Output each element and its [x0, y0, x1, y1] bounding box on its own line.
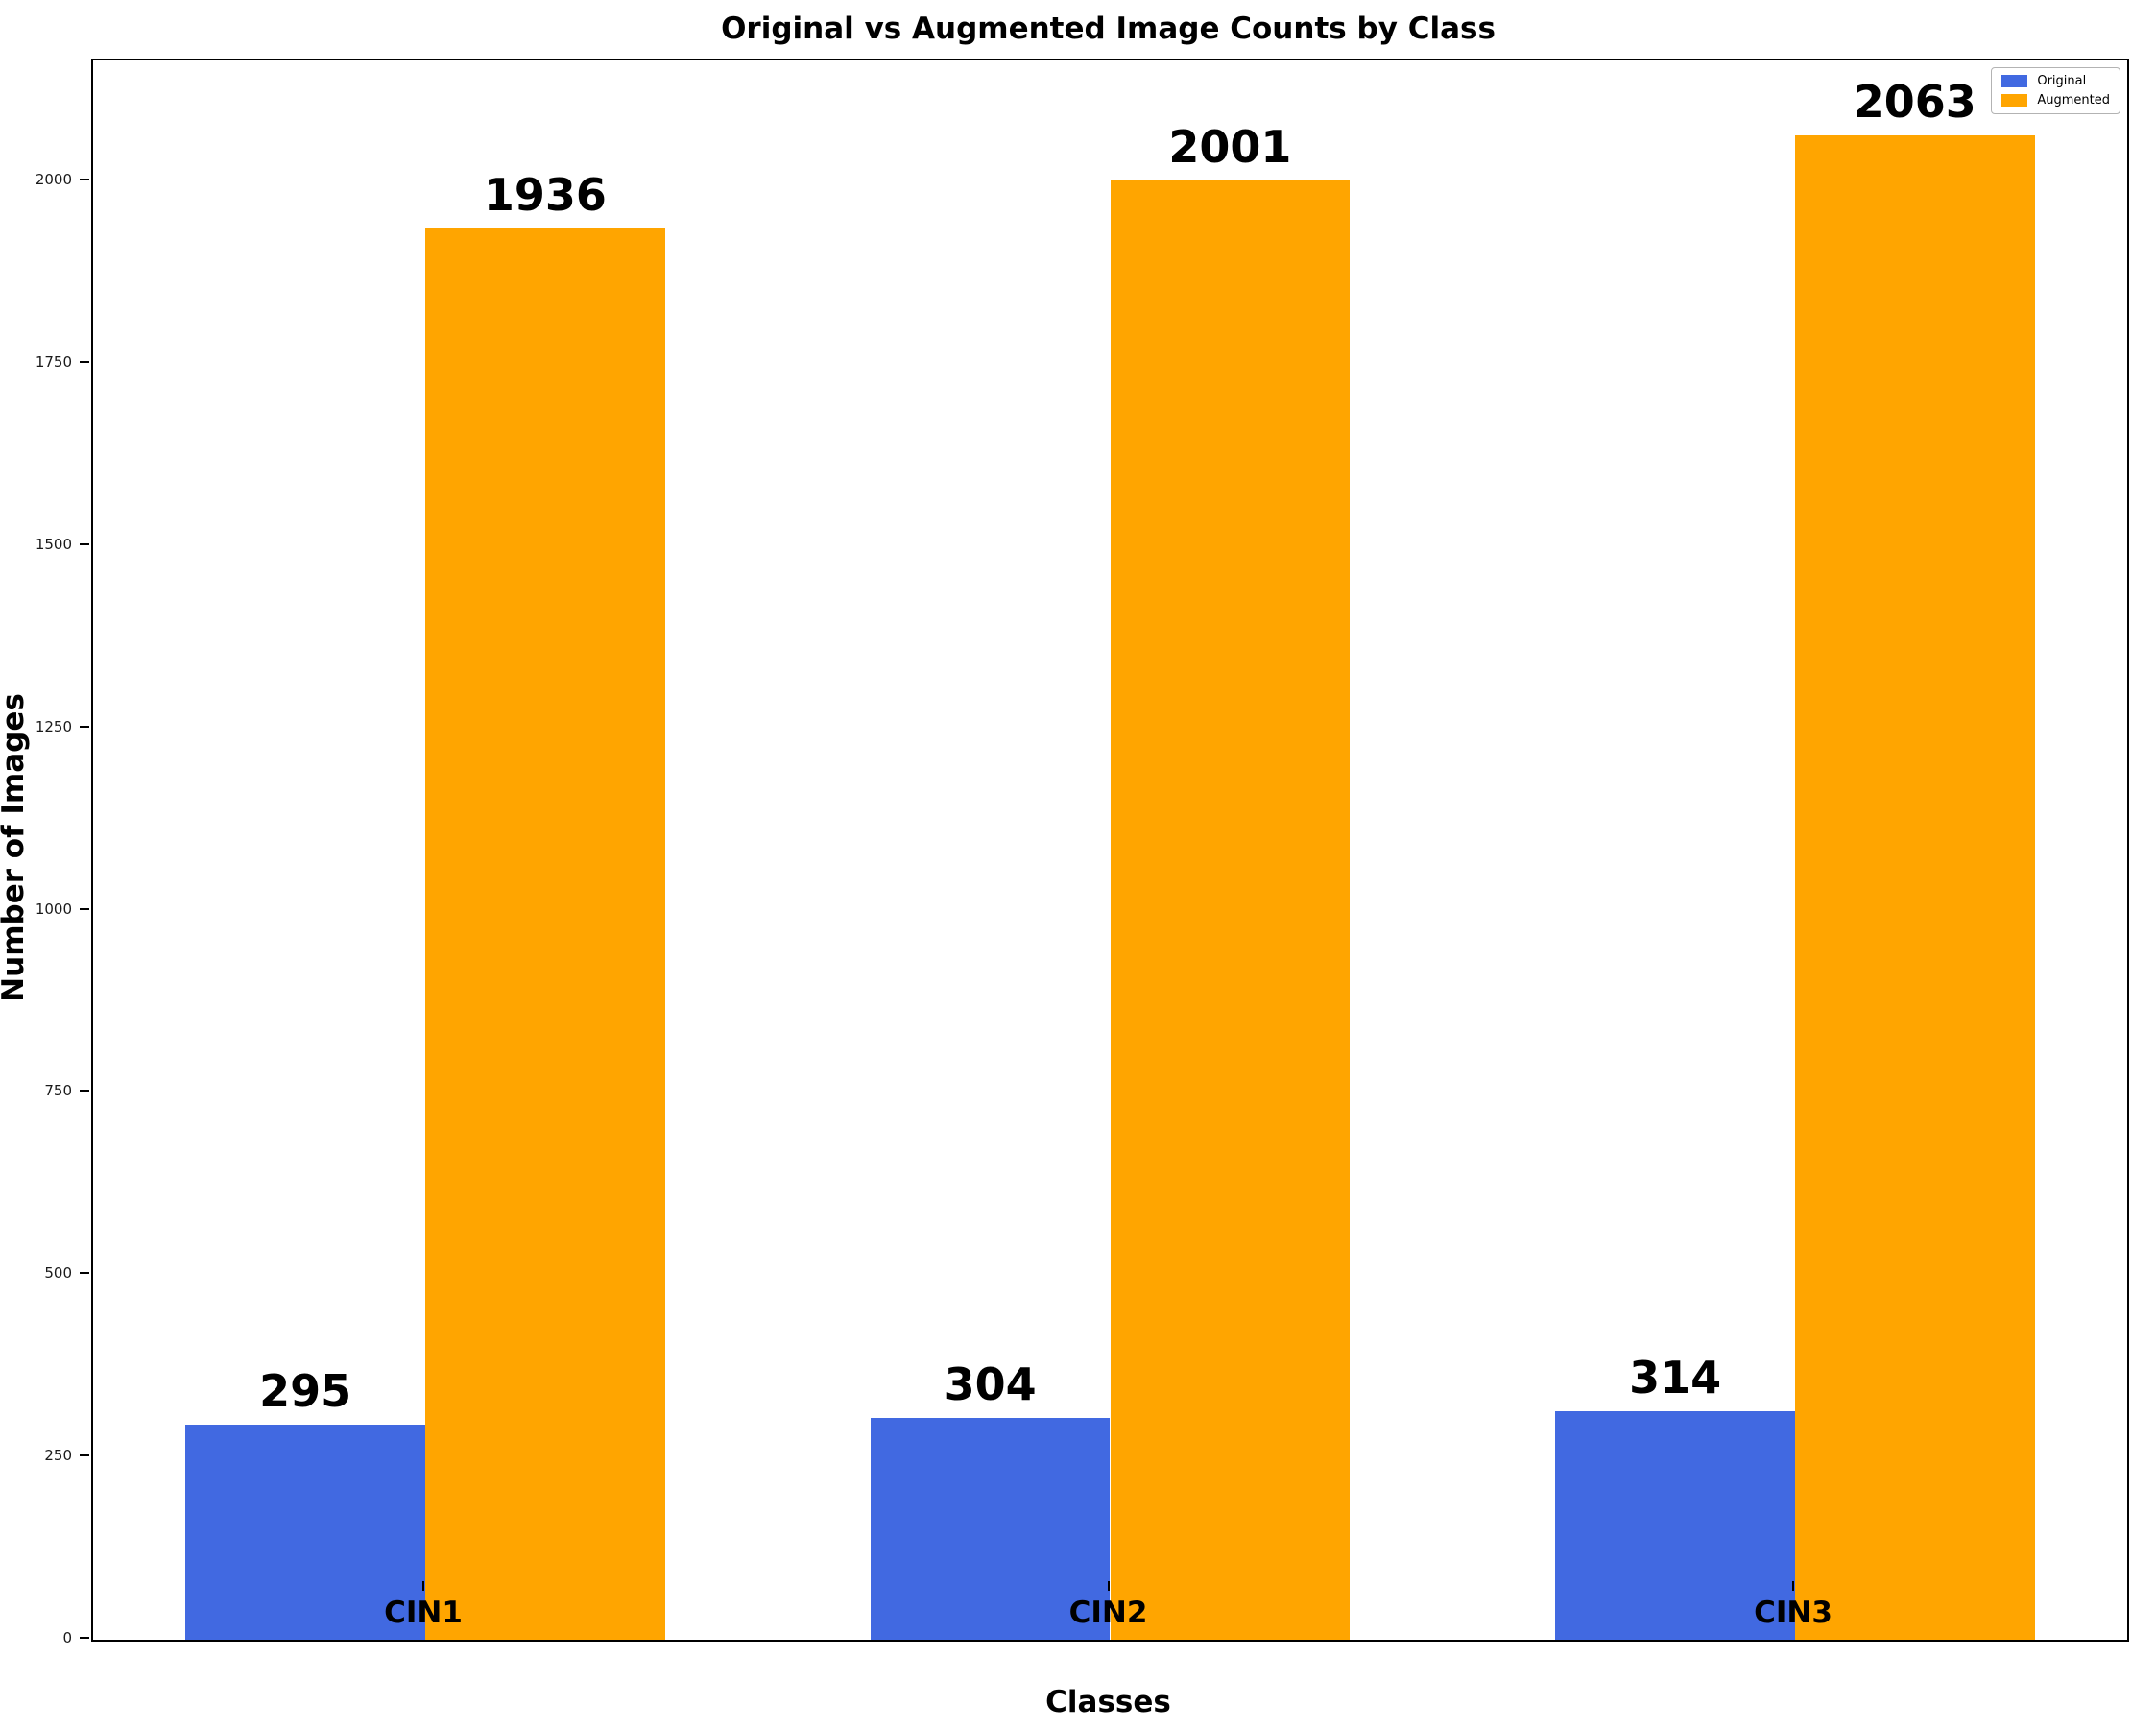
- y-tick-label-1250: 1250: [35, 717, 72, 735]
- x-tick-label-cin1: CIN1: [384, 1596, 463, 1630]
- y-tick-mark-500: [80, 1272, 89, 1275]
- y-tick-mark-750: [80, 1090, 89, 1093]
- bar-original-cin3: [1555, 1410, 1795, 1640]
- legend-swatch-augmented-icon: [2001, 94, 2028, 107]
- value-label-augmented-cin3: 2063: [1853, 76, 1976, 129]
- value-label-augmented-cin2: 2001: [1168, 121, 1292, 174]
- y-tick-mark-1250: [80, 725, 89, 728]
- bar-augmented-cin2: [1110, 180, 1351, 1640]
- plot-area: 295 304 314 1936 2001 2063 Original Augmented: [91, 59, 2129, 1642]
- y-tick-label-0: 0: [62, 1629, 72, 1646]
- x-tick-label-cin3: CIN3: [1754, 1596, 1833, 1630]
- value-label-original-cin2: 304: [944, 1358, 1037, 1411]
- y-tick-label-2000: 2000: [35, 171, 72, 189]
- legend: Original Augmented: [1991, 67, 2120, 114]
- y-tick-mark-1000: [80, 907, 89, 910]
- y-axis-label: Number of Images: [0, 693, 31, 1002]
- y-tick-mark-250: [80, 1454, 89, 1457]
- legend-entry-augmented: Augmented: [2001, 94, 2110, 107]
- x-tick-mark-cin1: [422, 1581, 424, 1591]
- legend-entry-original: Original: [2001, 75, 2110, 87]
- legend-swatch-original-icon: [2001, 75, 2028, 87]
- value-label-original-cin1: 295: [259, 1365, 352, 1417]
- bar-original-cin2: [870, 1418, 1111, 1640]
- y-tick-label-500: 500: [44, 1264, 72, 1283]
- bar-augmented-cin1: [425, 228, 665, 1640]
- value-label-augmented-cin1: 1936: [483, 168, 607, 221]
- y-tick-mark-2000: [80, 179, 89, 181]
- y-tick-label-250: 250: [44, 1447, 72, 1465]
- y-tick-label-750: 750: [44, 1082, 72, 1100]
- y-tick-mark-1750: [80, 360, 89, 363]
- x-tick-mark-cin3: [1792, 1581, 1794, 1591]
- value-label-original-cin3: 314: [1629, 1351, 1722, 1404]
- y-tick-label-1500: 1500: [35, 535, 72, 553]
- y-tick-label-1750: 1750: [35, 352, 72, 371]
- bar-original-cin1: [185, 1425, 425, 1640]
- bar-augmented-cin3: [1795, 135, 2035, 1640]
- legend-label-augmented: Augmented: [2037, 93, 2110, 108]
- legend-label-original: Original: [2037, 74, 2087, 88]
- y-tick-mark-0: [80, 1637, 89, 1639]
- x-tick-mark-cin2: [1107, 1581, 1110, 1591]
- y-tick-label-1000: 1000: [35, 900, 72, 918]
- chart-title: Original vs Augmented Image Counts by Cl…: [721, 12, 1496, 46]
- y-tick-mark-1500: [80, 542, 89, 545]
- x-axis-label: Classes: [1045, 1685, 1171, 1719]
- x-tick-label-cin2: CIN2: [1068, 1596, 1148, 1630]
